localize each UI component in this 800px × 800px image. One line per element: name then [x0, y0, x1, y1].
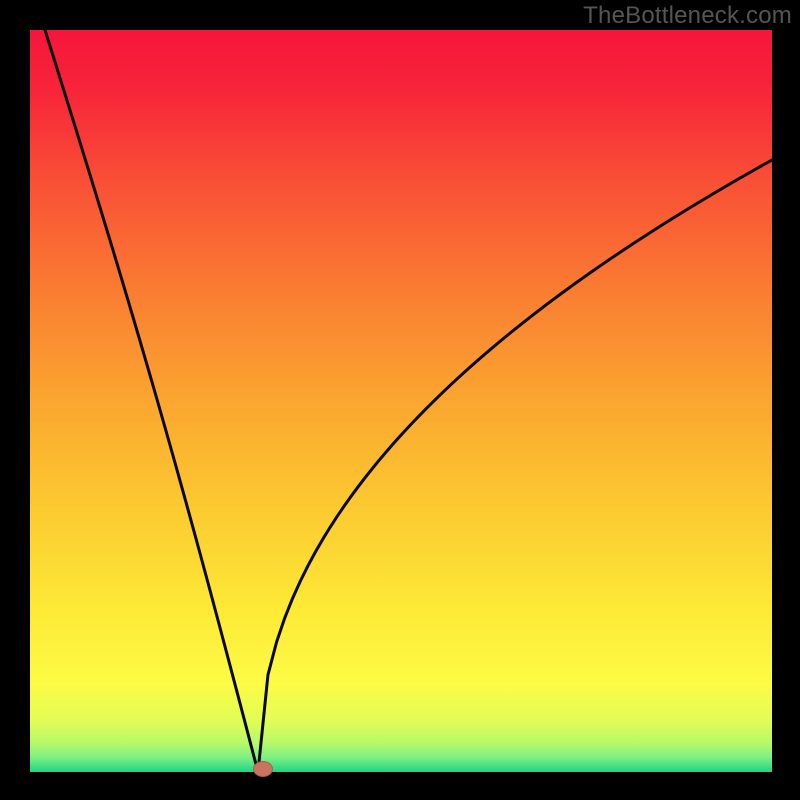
plot-area	[30, 30, 772, 772]
vertex-marker	[253, 761, 273, 777]
chart-container: TheBottleneck.com	[0, 0, 800, 800]
bottleneck-curve	[30, 30, 772, 772]
watermark-text: TheBottleneck.com	[583, 2, 792, 30]
